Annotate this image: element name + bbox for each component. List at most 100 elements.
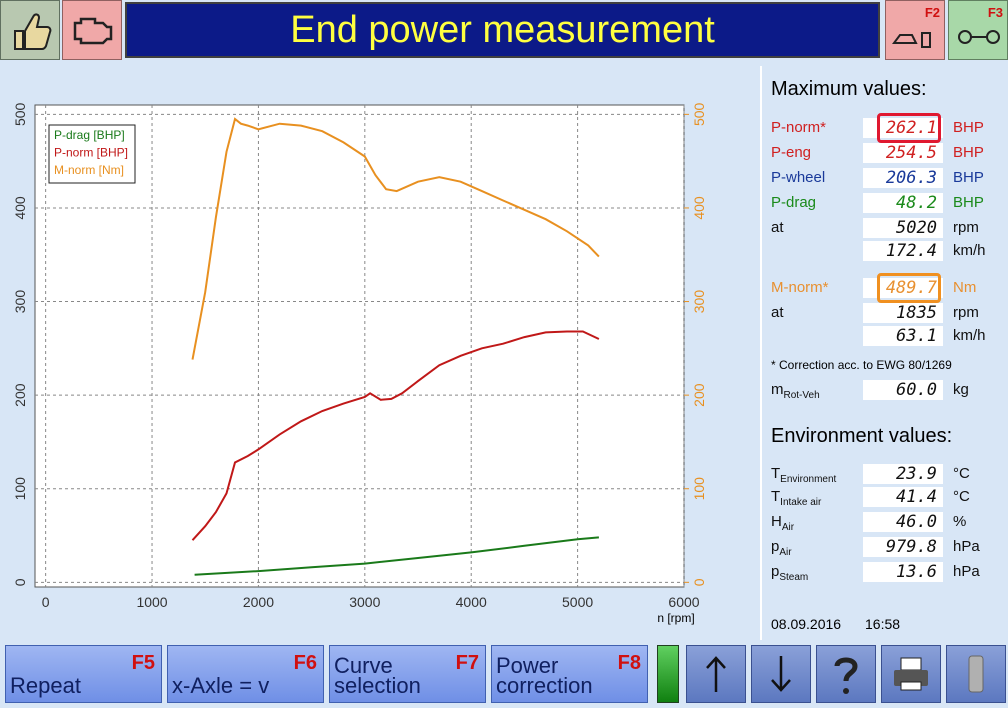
approve-button[interactable]	[0, 0, 60, 60]
value-label: pAir	[771, 537, 792, 563]
thumb-icon	[14, 13, 52, 50]
y-tick-label: 400	[12, 196, 28, 220]
up-icon	[706, 656, 726, 692]
label-text: P-wheel	[771, 169, 826, 186]
dyno-icon	[892, 32, 931, 48]
value-display: 46.0	[863, 512, 943, 532]
label-sub: Rot-Veh	[783, 390, 820, 401]
print-button[interactable]	[881, 645, 941, 703]
function-button[interactable]: Power correction F8	[491, 645, 648, 703]
function-button[interactable]: Curve selection F7	[329, 645, 486, 703]
value-unit: rpm	[953, 304, 979, 321]
engine-button[interactable]	[62, 0, 122, 60]
button-key: F5	[131, 652, 155, 674]
label-text: P-norm*	[771, 119, 827, 136]
value-display: 48.2	[863, 193, 943, 213]
value-unit: hPa	[953, 538, 980, 555]
exit-icon	[968, 655, 984, 693]
value-unit: kg	[953, 381, 969, 398]
rollers-icon	[958, 30, 1000, 44]
label-text: P-eng	[771, 144, 812, 161]
label-text: M-norm*	[771, 279, 829, 296]
series-line	[191, 117, 600, 360]
max-title: Maximum values:	[771, 78, 927, 100]
up-button[interactable]	[686, 645, 746, 703]
button-label: Power correction	[496, 653, 593, 698]
label-sub: Environment	[780, 474, 837, 485]
y-tick-label: 0	[12, 578, 28, 586]
f2-button[interactable]: F2	[885, 0, 945, 60]
button-label: x-Axle = v	[172, 673, 270, 698]
label-sub: Steam	[779, 572, 809, 583]
value-label: pSteam	[771, 562, 808, 588]
value-display: 41.4	[863, 487, 943, 507]
label-text: m	[771, 381, 784, 398]
time: 16:58	[865, 616, 901, 632]
value-display: 1835	[863, 303, 943, 323]
value-display: 979.8	[863, 537, 943, 557]
label-text: H	[771, 513, 782, 530]
legend-entry: P-norm [BHP]	[54, 146, 128, 160]
x-tick-label: 3000	[349, 594, 380, 610]
button-key: F7	[455, 652, 479, 674]
down-button[interactable]	[751, 645, 811, 703]
label-sub: Air	[779, 547, 792, 558]
value-display: 60.0	[863, 380, 943, 400]
y2-tick-label: 100	[691, 477, 707, 501]
series-line	[194, 536, 599, 576]
value-unit: Nm	[953, 279, 977, 296]
value-display: 254.5	[863, 143, 943, 163]
value-unit: km/h	[953, 242, 986, 259]
y2-tick-label: 200	[691, 383, 707, 407]
label-text: p	[771, 563, 780, 580]
highlight	[877, 113, 941, 143]
value-unit: °C	[953, 465, 970, 482]
value-label: at	[771, 303, 784, 323]
function-button[interactable]: x-Axle = v F6	[167, 645, 324, 703]
value-display: 206.3	[863, 168, 943, 188]
label-text: at	[771, 304, 784, 321]
series-line	[191, 330, 600, 541]
value-display: 262.1	[863, 118, 943, 138]
value-label: TEnvironment	[771, 464, 836, 490]
value-display: 489.7	[863, 278, 943, 298]
value-label: mRot-Veh	[771, 380, 820, 406]
panel-divider	[760, 66, 762, 640]
engine-icon	[73, 17, 113, 45]
help-button[interactable]	[816, 645, 876, 703]
value-label: at	[771, 218, 784, 238]
key-label: F2	[924, 5, 940, 20]
date: 08.09.2016	[771, 616, 842, 632]
value-display: 5020	[863, 218, 943, 238]
x-axis-label: n [rpm]	[657, 611, 694, 625]
y2-tick-label: 0	[691, 578, 707, 586]
button-label: Curve selection	[334, 653, 421, 698]
label-text: P-drag	[771, 194, 817, 211]
value-label: P-wheel	[771, 168, 825, 188]
button-key: F8	[617, 652, 641, 674]
value-unit: °C	[953, 488, 970, 505]
x-tick-label: 5000	[562, 594, 593, 610]
value-label: P-norm*	[771, 118, 826, 138]
env-title: Environment values:	[771, 425, 953, 447]
exit-button[interactable]	[946, 645, 1006, 703]
status-led	[657, 645, 679, 703]
legend-entry: M-norm [Nm]	[54, 163, 124, 177]
highlight	[877, 273, 941, 303]
x-tick-label: 2000	[243, 594, 274, 610]
value-label: P-eng	[771, 143, 811, 163]
f3-button[interactable]: F3	[948, 0, 1008, 60]
chart: n [rpm] 0 1000 2000 3000 4000 5000 60000100200…	[12, 102, 707, 625]
x-tick-label: 1000	[136, 594, 167, 610]
function-button[interactable]: Repeat F5	[5, 645, 162, 703]
y-tick-label: 500	[12, 102, 28, 126]
value-unit: rpm	[953, 219, 979, 236]
footnote: * Correction acc. to EWG 80/1269	[771, 358, 952, 372]
help-icon	[834, 657, 858, 694]
label-text: T	[771, 465, 781, 482]
label-text: at	[771, 219, 784, 236]
value-unit: BHP	[953, 144, 984, 161]
button-label: Repeat	[10, 673, 81, 698]
y-tick-label: 200	[12, 383, 28, 407]
